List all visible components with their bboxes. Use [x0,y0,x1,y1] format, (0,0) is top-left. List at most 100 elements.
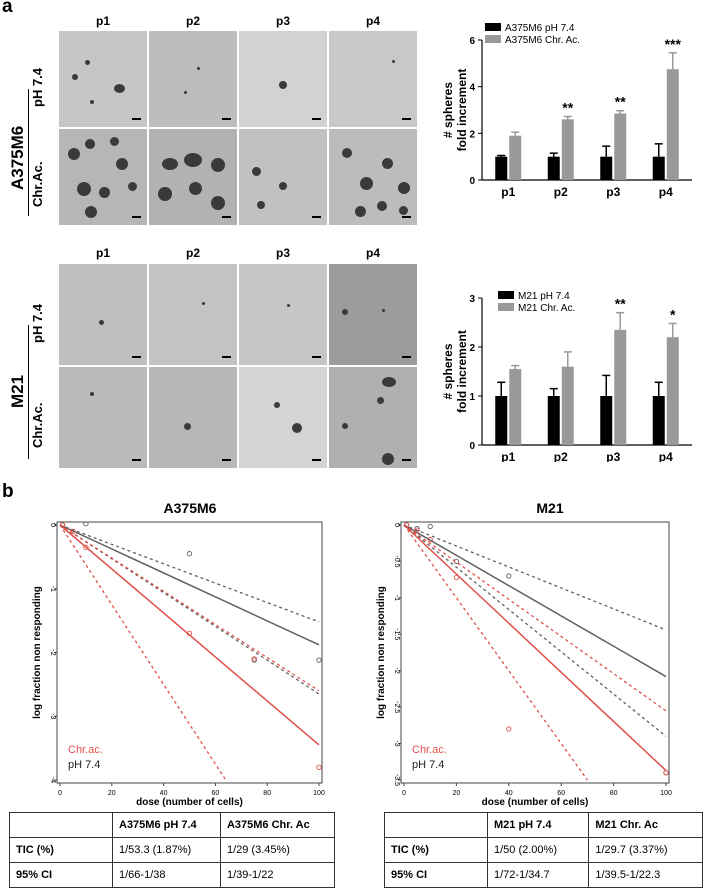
legend-label-ph74: pH 7.4 [68,759,100,771]
data-point [414,527,420,533]
sphere-blob [274,402,281,409]
sphere-blob [89,100,94,105]
sphere-blob [184,153,203,167]
significance-label: ** [562,100,573,116]
plot-frame [400,521,670,784]
y-tick-label: 2 [469,129,475,140]
x-tick-label: p1 [501,185,515,199]
ci-line [59,524,227,781]
table-row-label: 95% CI [384,862,488,888]
sphere-blob [110,136,120,146]
micrograph-image [59,367,147,468]
plot-lines [59,522,322,781]
data-point [427,536,433,543]
bar-ph74 [495,156,508,180]
table-header-cell: M21 pH 7.4 [486,812,590,838]
ci-line [59,524,320,695]
sphere-blob [256,201,265,209]
micrograph-image [329,31,417,127]
table-cell: 1/39-1/22 [219,862,336,888]
table-cell: 1/29 (3.45%) [219,837,336,863]
bar-chrac [666,69,679,180]
x-tick-label: 60 [557,790,565,797]
y-axis-label: # spheres [441,343,455,399]
ci-line [403,524,667,737]
y-tick-label: -2 [49,649,56,655]
column-label-p4: p4 [365,14,380,28]
sphere-blob [377,201,388,211]
data-point [70,528,76,535]
legend-label: A375M6 Chr. Ac. [505,35,580,46]
x-tick-label: 100 [660,790,672,797]
x-tick-label: 40 [160,790,168,797]
plot-title-m21: M21 [536,500,564,516]
bar-chrac [666,337,679,445]
significance-label: * [670,306,676,322]
sphere-blob [210,196,225,211]
y-tick-label: -3 [393,740,400,746]
sphere-blob [188,181,202,195]
sphere-blob [381,309,385,313]
micrograph-image [149,31,237,127]
condition-label: Chr.Ac. [30,401,45,448]
sphere-blob [85,59,91,65]
bar-chrac [614,113,627,180]
x-tick-label: p1 [501,450,515,462]
data-point [186,630,193,637]
y-tick-label: -2 [393,668,400,674]
column-label-p2: p2 [185,246,200,260]
sphere-blob [184,90,188,94]
sphere-blob [98,186,110,198]
significance-label: ** [615,296,626,312]
table-cell: 1/72-1/34.7 [486,862,590,888]
sphere-blob [85,138,96,149]
bar-chart-m21: 0 1 2 3 # spheres fold increment p1 p2 p3 ** p4 * M2… [441,291,692,462]
y-tick-label: -4 [49,777,56,783]
y-tick-label: 6 [469,36,475,47]
data-point [453,558,460,565]
legend-label-chrac: Chr.ac. [412,744,447,756]
table-row-label: TIC (%) [384,837,488,863]
significance-label: ** [615,94,626,110]
x-tick-label: p3 [606,450,620,462]
cell-line-label: M21 [8,374,27,408]
data-point [83,544,89,550]
sphere-blob [342,422,349,429]
sphere-blob [279,80,288,89]
ci-line [403,524,667,631]
scale-bar [312,118,321,120]
panel-b-letter: b [2,481,14,502]
table-header-cell: A375M6 pH 7.4 [112,812,221,838]
x-axis-label: dose (number of cells) [482,797,589,808]
bar-chrac [561,366,574,445]
table-header-cell [384,812,488,838]
y-tick-label: 4 [469,83,475,94]
tic-table-a375m6: A375M6 pH 7.4 A375M6 Chr. Ac TIC (%) 1/5… [9,812,336,888]
scale-bar [132,216,141,218]
limiting-dilution-plot-a375m6: 0 20 40 60 80 100 0 -1 -2 -3 -4 dose (number of cel… [32,521,325,808]
sphere-blob [72,74,79,81]
condition-label: pH 7.4 [30,303,45,343]
bar-chrac [509,135,522,180]
micrograph-image [329,264,417,365]
sphere-blob [162,157,179,170]
x-tick-label: p4 [659,450,673,462]
micrograph-image [149,367,237,468]
micrograph-image [239,129,327,225]
table-cell: 1/29.7 (3.37%) [588,837,703,863]
micrograph-image [149,129,237,225]
y-axis-label: fold increment [455,69,469,152]
data-point [316,764,322,770]
bar-ph74 [495,396,508,445]
sphere-blob [381,377,396,388]
plot-title-a375m6: A375M6 [163,500,217,516]
y-tick-label: 0 [393,523,400,527]
sphere-blob [67,148,80,161]
table-row-label: 95% CI [9,862,113,888]
scale-bar [312,216,321,218]
y-axis-label: log fraction non responding [32,586,43,719]
y-tick-label: -2.5 [393,701,400,713]
sphere-blob [252,167,262,177]
scale-bar [222,118,231,120]
column-label-p4: p4 [365,246,380,260]
